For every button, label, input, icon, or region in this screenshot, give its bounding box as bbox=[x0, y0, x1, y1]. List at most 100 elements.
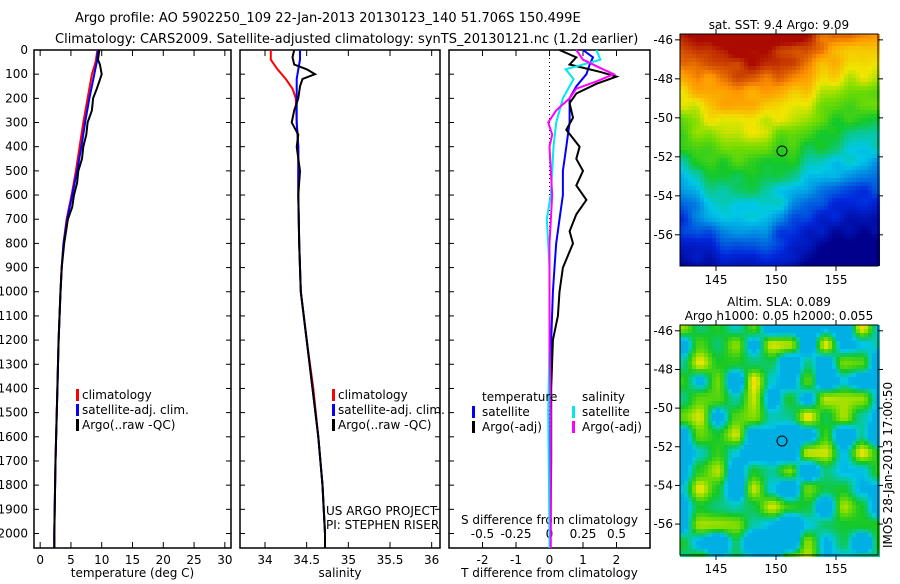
map-cell bbox=[760, 118, 764, 122]
map-cell bbox=[788, 421, 792, 425]
map-cell bbox=[740, 182, 744, 186]
map-cell bbox=[868, 389, 872, 393]
map-cell bbox=[800, 130, 804, 134]
map-cell bbox=[748, 114, 752, 118]
map-cell bbox=[688, 453, 692, 457]
map-cell bbox=[816, 385, 820, 389]
map-cell bbox=[820, 381, 824, 385]
map-cell bbox=[756, 401, 760, 405]
map-cell bbox=[736, 110, 740, 114]
map-cell bbox=[856, 38, 860, 42]
map-cell bbox=[692, 106, 696, 110]
map-cell bbox=[804, 134, 808, 138]
map-cell bbox=[848, 82, 852, 86]
map-cell bbox=[812, 453, 816, 457]
map-cell bbox=[832, 198, 836, 202]
map-cell bbox=[696, 174, 700, 178]
map-cell bbox=[800, 437, 804, 441]
map-cell bbox=[736, 449, 740, 453]
map-cell bbox=[720, 393, 724, 397]
map-cell bbox=[796, 381, 800, 385]
map-cell bbox=[872, 325, 876, 329]
map-cell bbox=[800, 429, 804, 433]
map-cell bbox=[820, 170, 824, 174]
map-cell bbox=[724, 445, 728, 449]
map-cell bbox=[872, 417, 876, 421]
map-cell bbox=[732, 381, 736, 385]
map-cell bbox=[768, 166, 772, 170]
map-cell bbox=[860, 361, 864, 365]
map-cell bbox=[860, 38, 864, 42]
map-cell bbox=[680, 198, 684, 202]
map-cell bbox=[796, 222, 800, 226]
map-cell bbox=[772, 94, 776, 98]
map-cell bbox=[828, 230, 832, 234]
map-cell bbox=[828, 150, 832, 154]
map-cell bbox=[792, 329, 796, 333]
map-cell bbox=[748, 158, 752, 162]
map-cell bbox=[792, 114, 796, 118]
map-cell bbox=[688, 106, 692, 110]
map-cell bbox=[868, 74, 872, 78]
map-cell bbox=[844, 369, 848, 373]
map-cell bbox=[728, 345, 732, 349]
map-cell bbox=[796, 365, 800, 369]
map-cell bbox=[696, 42, 700, 46]
map-cell bbox=[852, 150, 856, 154]
map-cell bbox=[780, 429, 784, 433]
map-cell bbox=[784, 110, 788, 114]
map-cell bbox=[776, 134, 780, 138]
map-cell bbox=[804, 441, 808, 445]
map-cell bbox=[708, 38, 712, 42]
map-cell bbox=[744, 118, 748, 122]
map-cell bbox=[832, 74, 836, 78]
map-cell bbox=[776, 425, 780, 429]
map-cell bbox=[732, 118, 736, 122]
map-cell bbox=[756, 182, 760, 186]
map-cell bbox=[812, 337, 816, 341]
map-cell bbox=[704, 154, 708, 158]
map-cell bbox=[816, 186, 820, 190]
map-cell bbox=[808, 130, 812, 134]
map-cell bbox=[720, 401, 724, 405]
map-cell bbox=[692, 90, 696, 94]
map-cell bbox=[696, 194, 700, 198]
map-cell bbox=[864, 341, 868, 345]
map-cell bbox=[708, 262, 712, 266]
map-cell bbox=[712, 377, 716, 381]
map-cell bbox=[844, 405, 848, 409]
map-cell bbox=[868, 102, 872, 106]
map-cell bbox=[744, 166, 748, 170]
map-cell bbox=[856, 389, 860, 393]
map-cell bbox=[844, 254, 848, 258]
map-cell bbox=[804, 453, 808, 457]
map-cell bbox=[796, 110, 800, 114]
map-cell bbox=[704, 222, 708, 226]
map-cell bbox=[836, 170, 840, 174]
map-cell bbox=[712, 178, 716, 182]
map-cell bbox=[720, 421, 724, 425]
map-cell bbox=[736, 242, 740, 246]
map-cell bbox=[852, 94, 856, 98]
map-cell bbox=[824, 126, 828, 130]
map-cell bbox=[820, 186, 824, 190]
map-cell bbox=[688, 361, 692, 365]
map-cell bbox=[724, 70, 728, 74]
map-cell bbox=[792, 413, 796, 417]
map-cell bbox=[744, 409, 748, 413]
map-cell bbox=[768, 90, 772, 94]
map-cell bbox=[720, 246, 724, 250]
map-cell bbox=[784, 214, 788, 218]
map-cell bbox=[744, 198, 748, 202]
map-cell bbox=[864, 142, 868, 146]
map-cell bbox=[844, 385, 848, 389]
map-cell bbox=[828, 206, 832, 210]
map-cell bbox=[728, 242, 732, 246]
map-cell bbox=[860, 166, 864, 170]
map-cell bbox=[856, 329, 860, 333]
map-cell bbox=[824, 226, 828, 230]
map-cell bbox=[704, 118, 708, 122]
map-cell bbox=[780, 385, 784, 389]
map-cell bbox=[820, 70, 824, 74]
map-cell bbox=[780, 174, 784, 178]
